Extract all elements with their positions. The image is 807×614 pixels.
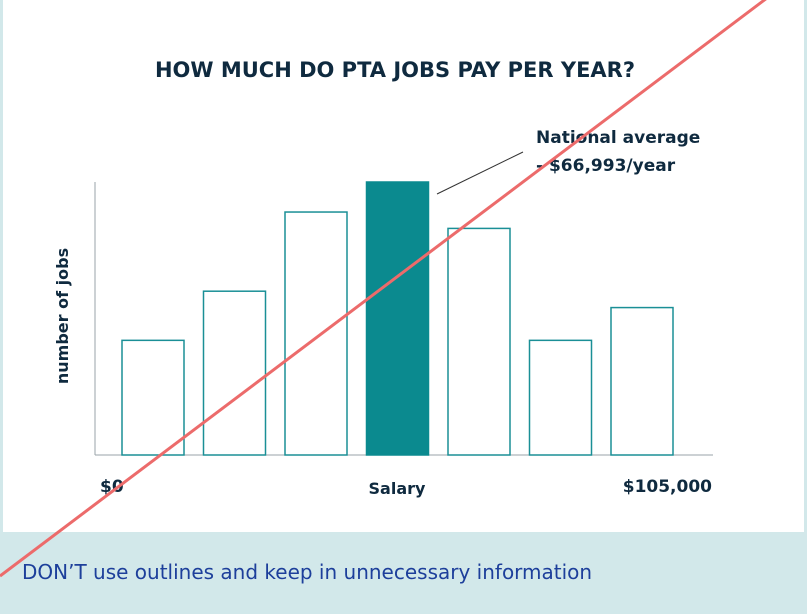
bar	[447, 227, 511, 456]
bar	[121, 339, 185, 456]
chart-title: HOW MUCH DO PTA JOBS PAY PER YEAR?	[155, 58, 635, 82]
annotation-leader-line	[436, 151, 524, 195]
y-axis-label: number of jobs	[53, 248, 72, 384]
bar	[202, 290, 267, 456]
x-axis-label: Salary	[369, 479, 426, 498]
x-tick-label-min: $0	[100, 477, 124, 497]
bar	[610, 306, 674, 456]
bar	[528, 339, 593, 456]
bar	[284, 211, 348, 456]
annotation-line-2: - $66,993/year	[536, 156, 676, 176]
bar-highlight	[365, 181, 430, 456]
annotation-line-1: National average	[536, 128, 700, 148]
caption-text: DON’T use outlines and keep in unnecessa…	[22, 560, 593, 584]
x-tick-label-max: $105,000	[623, 477, 712, 497]
strike-through-line	[0, 0, 767, 578]
bars-group	[121, 181, 674, 456]
